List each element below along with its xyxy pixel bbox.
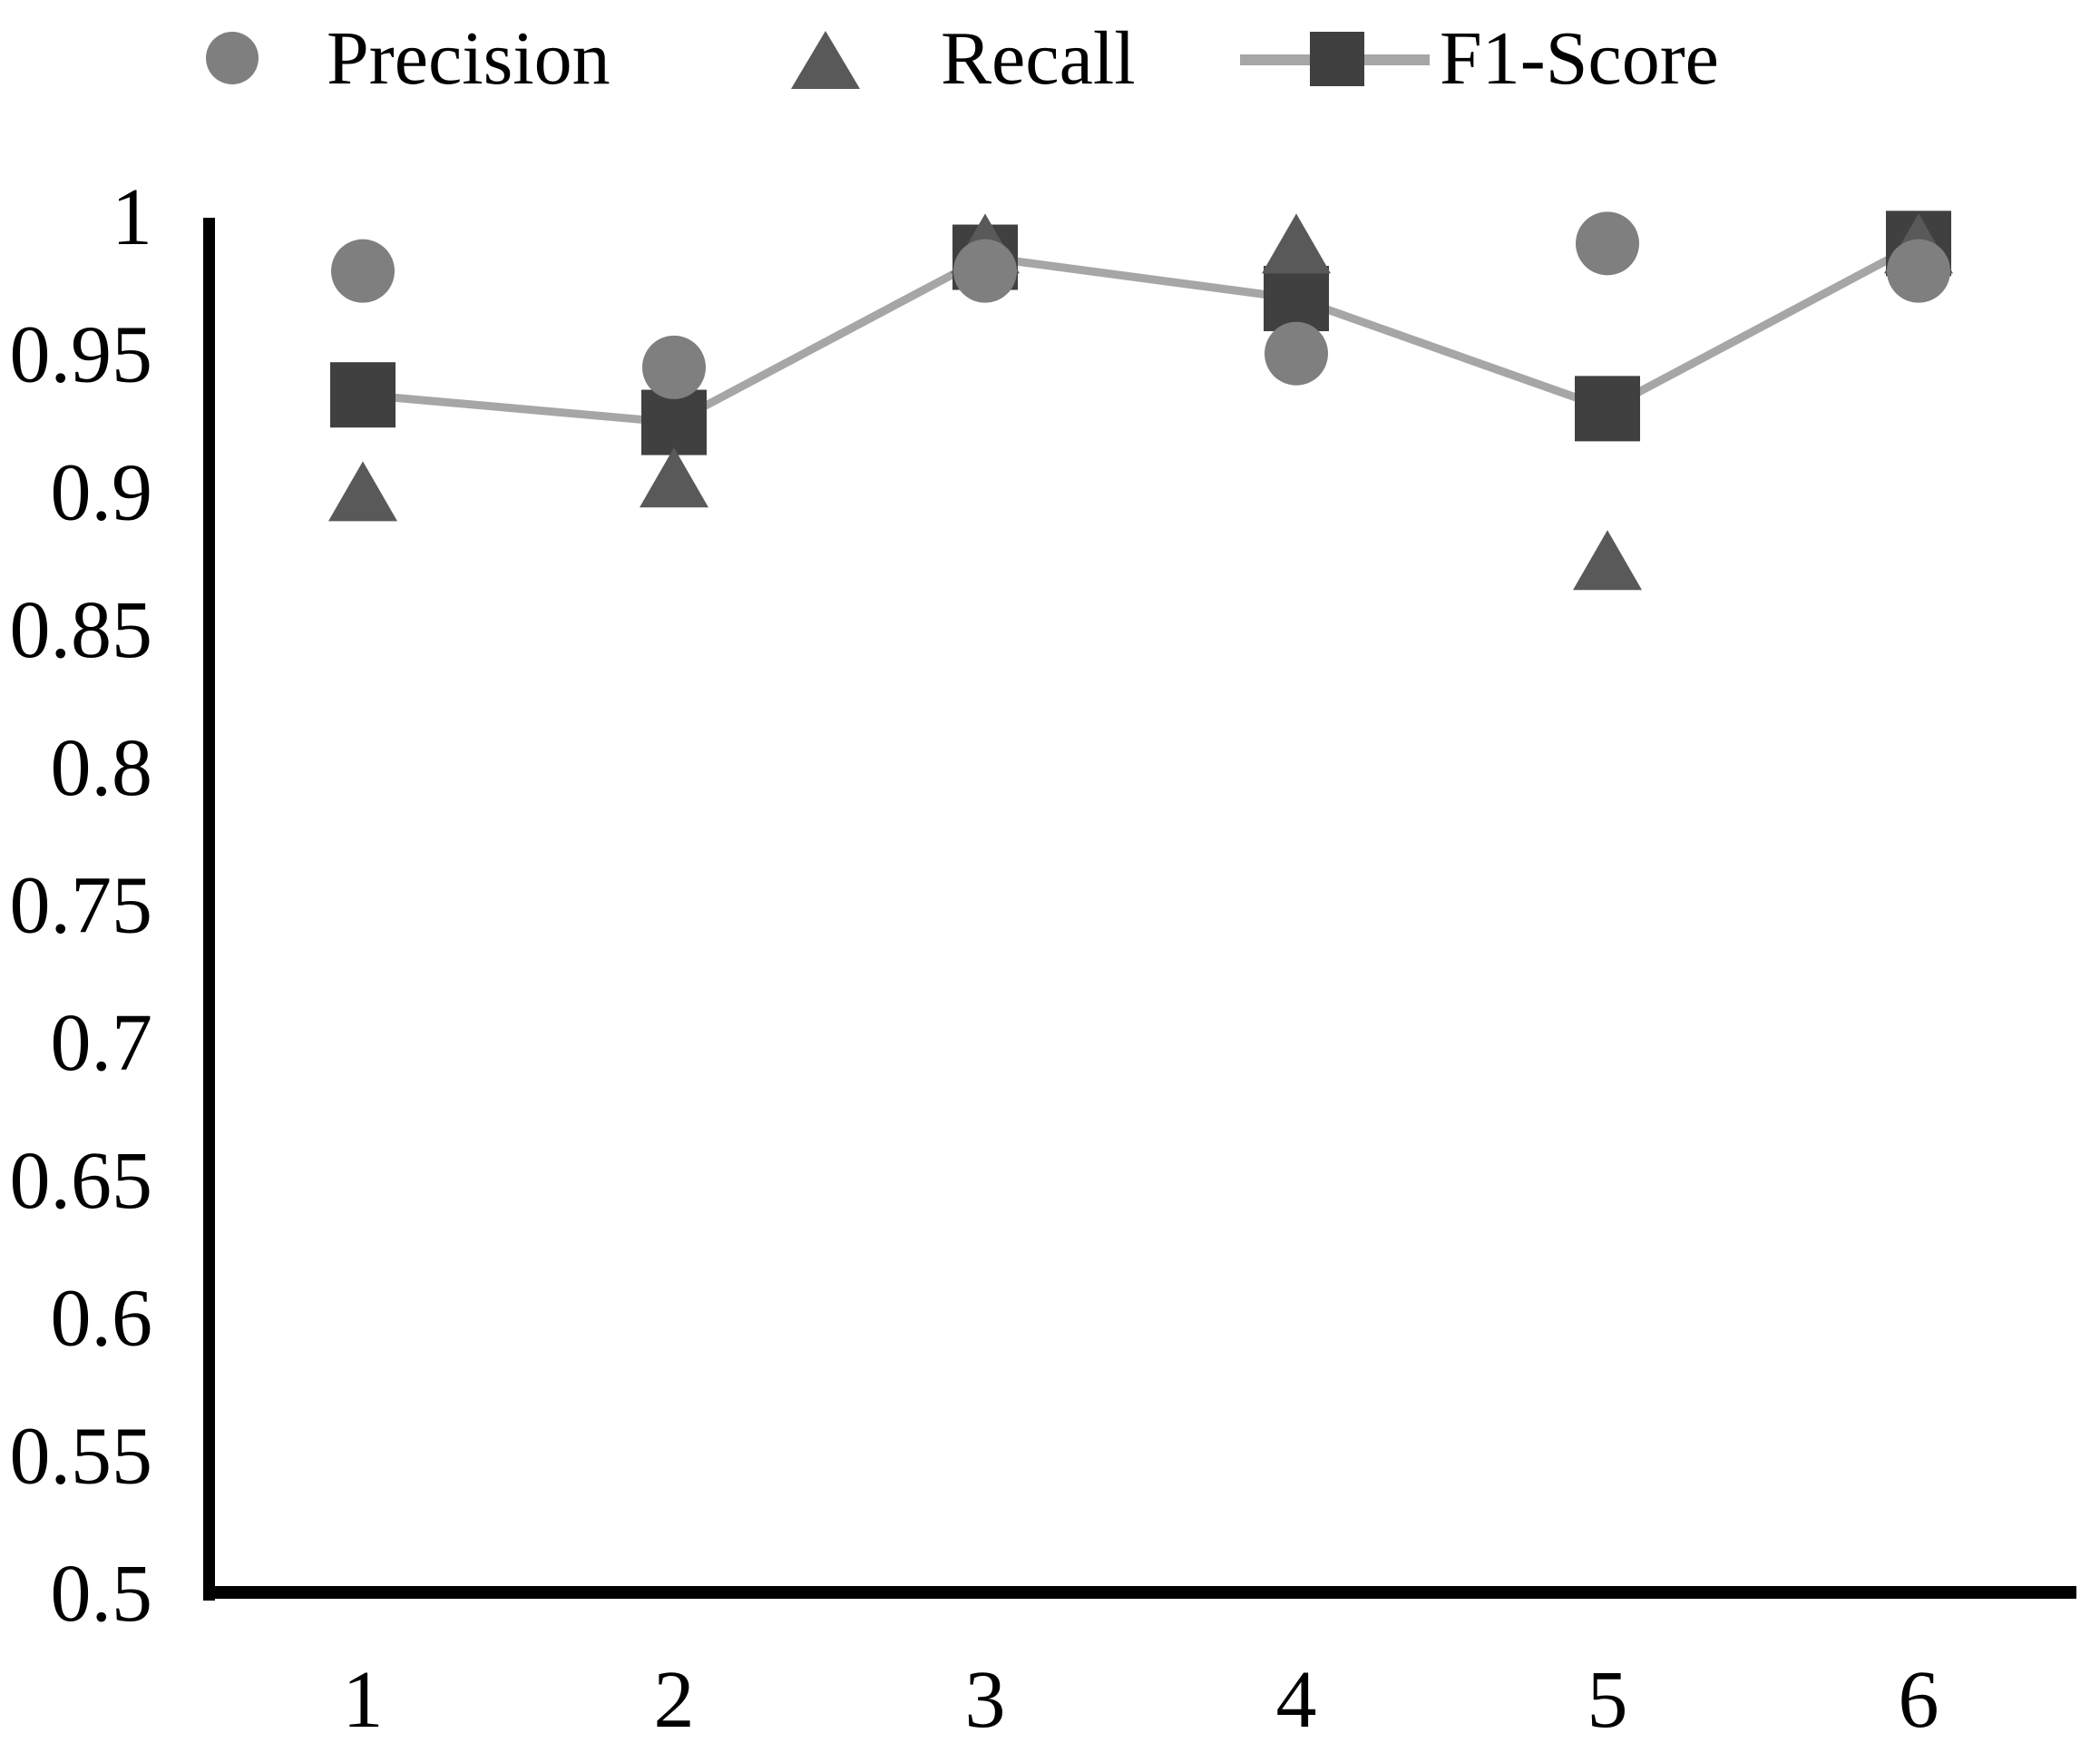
f1-score-marker <box>1575 376 1640 442</box>
legend-label-f1-score: F1-Score <box>1440 16 1719 101</box>
precision-marker <box>1576 211 1639 276</box>
recall-marker <box>640 447 708 508</box>
y-tick-label: 0.9 <box>51 447 153 537</box>
precision-marker <box>1265 321 1328 386</box>
recall-marker <box>1573 530 1642 591</box>
x-tick-label: 3 <box>965 1655 1006 1745</box>
y-tick-label: 0.95 <box>10 310 153 400</box>
y-tick-label: 0.7 <box>51 998 153 1088</box>
legend-label-recall: Recall <box>941 16 1136 101</box>
y-tick-label: 0.6 <box>51 1274 153 1364</box>
f1-score-marker <box>641 389 707 455</box>
y-tick-label: 0.65 <box>10 1136 153 1226</box>
legend-recall-triangle-icon <box>791 31 860 89</box>
recall-marker <box>328 461 397 522</box>
legend-label-precision: Precision <box>327 16 610 101</box>
x-axis-line <box>203 1586 2076 1599</box>
y-tick-label: 0.55 <box>10 1411 153 1501</box>
precision-marker <box>331 239 395 303</box>
y-tick-label: 0.8 <box>51 723 153 813</box>
x-tick-label: 6 <box>1899 1655 1939 1745</box>
recall-marker <box>1262 213 1331 274</box>
y-tick-label: 0.85 <box>10 585 153 675</box>
y-tick-label: 0.5 <box>51 1549 153 1639</box>
precision-marker <box>953 239 1017 303</box>
f1-score-line <box>362 240 1921 427</box>
precision-marker <box>642 335 706 399</box>
x-tick-label: 1 <box>343 1655 384 1745</box>
x-tick-label: 5 <box>1587 1655 1628 1745</box>
legend-f1-square-icon <box>1310 32 1364 86</box>
legend-precision-circle-icon <box>206 32 259 84</box>
y-axis-line <box>203 218 215 1601</box>
y-tick-label: 1 <box>112 172 152 262</box>
precision-marker <box>1887 239 1950 303</box>
y-tick-label: 0.75 <box>10 861 153 951</box>
x-tick-label: 2 <box>654 1655 695 1745</box>
f1-score-marker <box>1264 266 1329 332</box>
f1-score-marker <box>330 362 396 428</box>
x-tick-label: 4 <box>1276 1655 1317 1745</box>
